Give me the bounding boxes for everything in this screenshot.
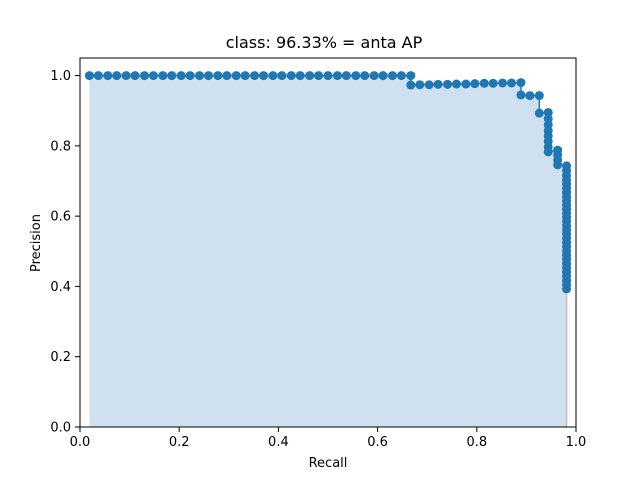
plot-area — [84, 71, 572, 427]
pr-point — [470, 79, 480, 89]
pr-point — [498, 78, 508, 88]
pr-point — [415, 80, 425, 90]
pr-point — [332, 71, 342, 81]
pr-point — [516, 78, 526, 88]
pr-area-fill — [89, 75, 567, 427]
pr-point — [534, 108, 544, 118]
pr-point — [479, 78, 489, 88]
pr-point — [562, 284, 572, 294]
pr-point — [185, 71, 195, 81]
x-axis-label: Recall — [309, 456, 348, 471]
axes: 0.0 0.2 0.4 0.6 0.8 1.0 0.0 0.2 0.4 0.6 0.8 1.0 — [50, 57, 587, 450]
pr-point — [121, 71, 131, 81]
pr-point — [369, 71, 379, 81]
pr-point — [525, 91, 535, 101]
pr-point — [130, 71, 140, 81]
pr-point — [250, 71, 260, 81]
pr-point — [406, 80, 416, 90]
pr-point — [323, 71, 333, 81]
x-tick-label: 0.0 — [70, 435, 91, 450]
x-tick-label: 0.4 — [268, 435, 289, 450]
pr-point — [341, 71, 351, 81]
y-tick-label: 0.8 — [50, 139, 71, 154]
y-tick-label: 1.0 — [50, 69, 71, 84]
y-tick-label: 0.4 — [50, 280, 71, 295]
y-tick-label: 0.2 — [50, 350, 71, 365]
x-tick-label: 0.2 — [169, 435, 190, 450]
pr-point — [360, 71, 370, 81]
y-tick-label: 0.0 — [50, 421, 71, 436]
pr-point — [139, 71, 149, 81]
pr-point — [387, 71, 397, 81]
pr-point — [507, 78, 517, 88]
pr-point — [195, 71, 205, 81]
pr-point — [351, 71, 361, 81]
pr-point — [488, 78, 498, 88]
chart-title: class: 96.33% = anta AP — [226, 33, 423, 52]
pr-point — [433, 79, 443, 89]
y-axis-label: Precision — [29, 214, 44, 272]
pr-point — [103, 71, 113, 81]
pr-point — [406, 71, 416, 81]
x-tick-label: 0.6 — [367, 435, 388, 450]
pr-point — [176, 71, 186, 81]
pr-point — [461, 79, 471, 89]
axes-frame — [79, 57, 577, 428]
pr-point — [112, 71, 122, 81]
pr-point — [231, 71, 241, 81]
pr-point — [424, 80, 434, 90]
pr-point — [295, 71, 305, 81]
pr-point — [222, 71, 232, 81]
pr-point — [240, 71, 250, 81]
pr-point — [259, 71, 269, 81]
pr-point — [305, 71, 315, 81]
pr-point — [378, 71, 388, 81]
pr-point — [203, 71, 213, 81]
x-tick-label: 1.0 — [566, 435, 587, 450]
pr-point — [314, 71, 324, 81]
pr-point — [148, 71, 158, 81]
pr-point — [516, 90, 526, 100]
y-tick-label: 0.6 — [50, 210, 71, 225]
pr-point — [534, 91, 544, 101]
pr-point — [268, 71, 278, 81]
pr-point — [213, 71, 223, 81]
pr-point — [451, 79, 461, 89]
pr-point — [553, 160, 563, 170]
pr-point — [543, 107, 553, 117]
pr-point — [396, 71, 406, 81]
pr-point — [84, 71, 94, 81]
pr-point — [167, 71, 177, 81]
x-tick-label: 0.8 — [466, 435, 487, 450]
pr-point — [158, 71, 168, 81]
pr-point — [443, 79, 453, 89]
pr-point — [286, 71, 296, 81]
pr-point — [543, 147, 553, 157]
pr-point — [93, 71, 103, 81]
pr-point — [277, 71, 287, 81]
